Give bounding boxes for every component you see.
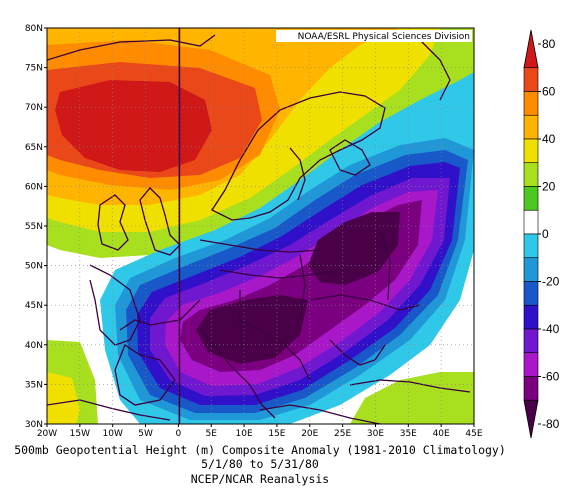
lat-tick-label: 80N [25,24,43,34]
colorbar-tick-label: -40 [542,322,560,336]
lon-tick-label: 35E [400,429,417,439]
lat-tick-labels: 30N 35N 40N 45N 50N 55N 60N 65N 70N 75N 80N [25,24,47,430]
colorbar-swatch [523,281,539,306]
lon-tick-labels: 20W 15W 10W 5W 0 5E 10E 15E 20E 25E 30E 35E 40E 45E [37,424,483,439]
colorbar-swatch [523,257,539,282]
caption-source: NCEP/NCAR Reanalysis [190,472,330,486]
colorbar-swatch [523,186,539,211]
colorbar-bottom-triangle [523,399,539,439]
colorbar-tick-label: -60 [542,370,560,384]
lon-tick-label: 0 [176,429,182,439]
lon-tick-label: 20E [301,429,318,439]
credit-box [276,30,472,42]
lon-tick-label: 10W [103,429,123,439]
lon-tick-label: 15W [70,429,90,439]
colorbar-swatch [523,304,539,330]
lat-tick-label: 60N [25,182,43,192]
colorbar-swatch [523,67,539,92]
lon-tick-label: 45E [465,429,482,439]
contour-band-negative-80-east [308,212,400,285]
contour-band-negative-80-west [196,295,308,364]
lon-tick-label: 15E [268,429,285,439]
lat-tick-label: 40N [25,341,43,351]
lon-tick-label: 5W [138,429,153,439]
lat-tick-label: 45N [25,301,43,311]
contour-band-positive-70 [55,80,212,172]
colorbar-labels: 80 60 40 20 0 -20 -40 -60 -80 [538,37,560,431]
colorbar-swatch [523,328,539,354]
colorbar-tick-label: -20 [542,275,560,289]
lat-tick-label: 30N [25,420,43,430]
lat-tick-label: 75N [25,64,43,74]
colorbar-tick-label: -80 [542,417,560,431]
lon-tick-label: 5E [206,429,218,439]
colorbar-tick-label: 80 [542,37,556,51]
contour-band-se-green [350,372,474,424]
lon-tick-label: 30E [367,429,384,439]
lat-tick-label: 50N [25,262,43,272]
lon-tick-label: 25E [334,429,351,439]
colorbar [523,29,539,439]
colorbar-swatch [523,209,539,235]
colorbar-swatch [523,376,539,401]
caption-date-range: 5/1/80 to 5/31/80 [201,457,319,471]
lon-tick-label: 40E [433,429,450,439]
credit-text: NOAA/ESRL Physical Sciences Division [298,32,470,42]
colorbar-tick-label: 40 [542,132,556,146]
lat-tick-label: 55N [25,222,43,232]
lon-tick-label: 10E [236,429,253,439]
lat-tick-label: 35N [25,380,43,390]
colorbar-swatch [523,233,539,259]
colorbar-swatch [523,114,539,140]
colorbar-tick-label: 20 [542,180,556,194]
contour-band-sw-yellow [47,372,80,424]
colorbar-tick-label: 0 [542,227,549,241]
lon-tick-label: 20W [37,429,57,439]
colorbar-swatch [523,91,539,116]
colorbar-swatch [523,138,539,164]
colorbar-swatch [523,352,539,377]
lat-tick-label: 65N [25,143,43,153]
colorbar-tick-label: 60 [542,85,556,99]
colorbar-swatch [523,162,539,187]
caption-title: 500mb Geopotential Height (m) Composite … [14,443,506,457]
colorbar-top-triangle [523,29,539,69]
lat-tick-label: 70N [25,103,43,113]
